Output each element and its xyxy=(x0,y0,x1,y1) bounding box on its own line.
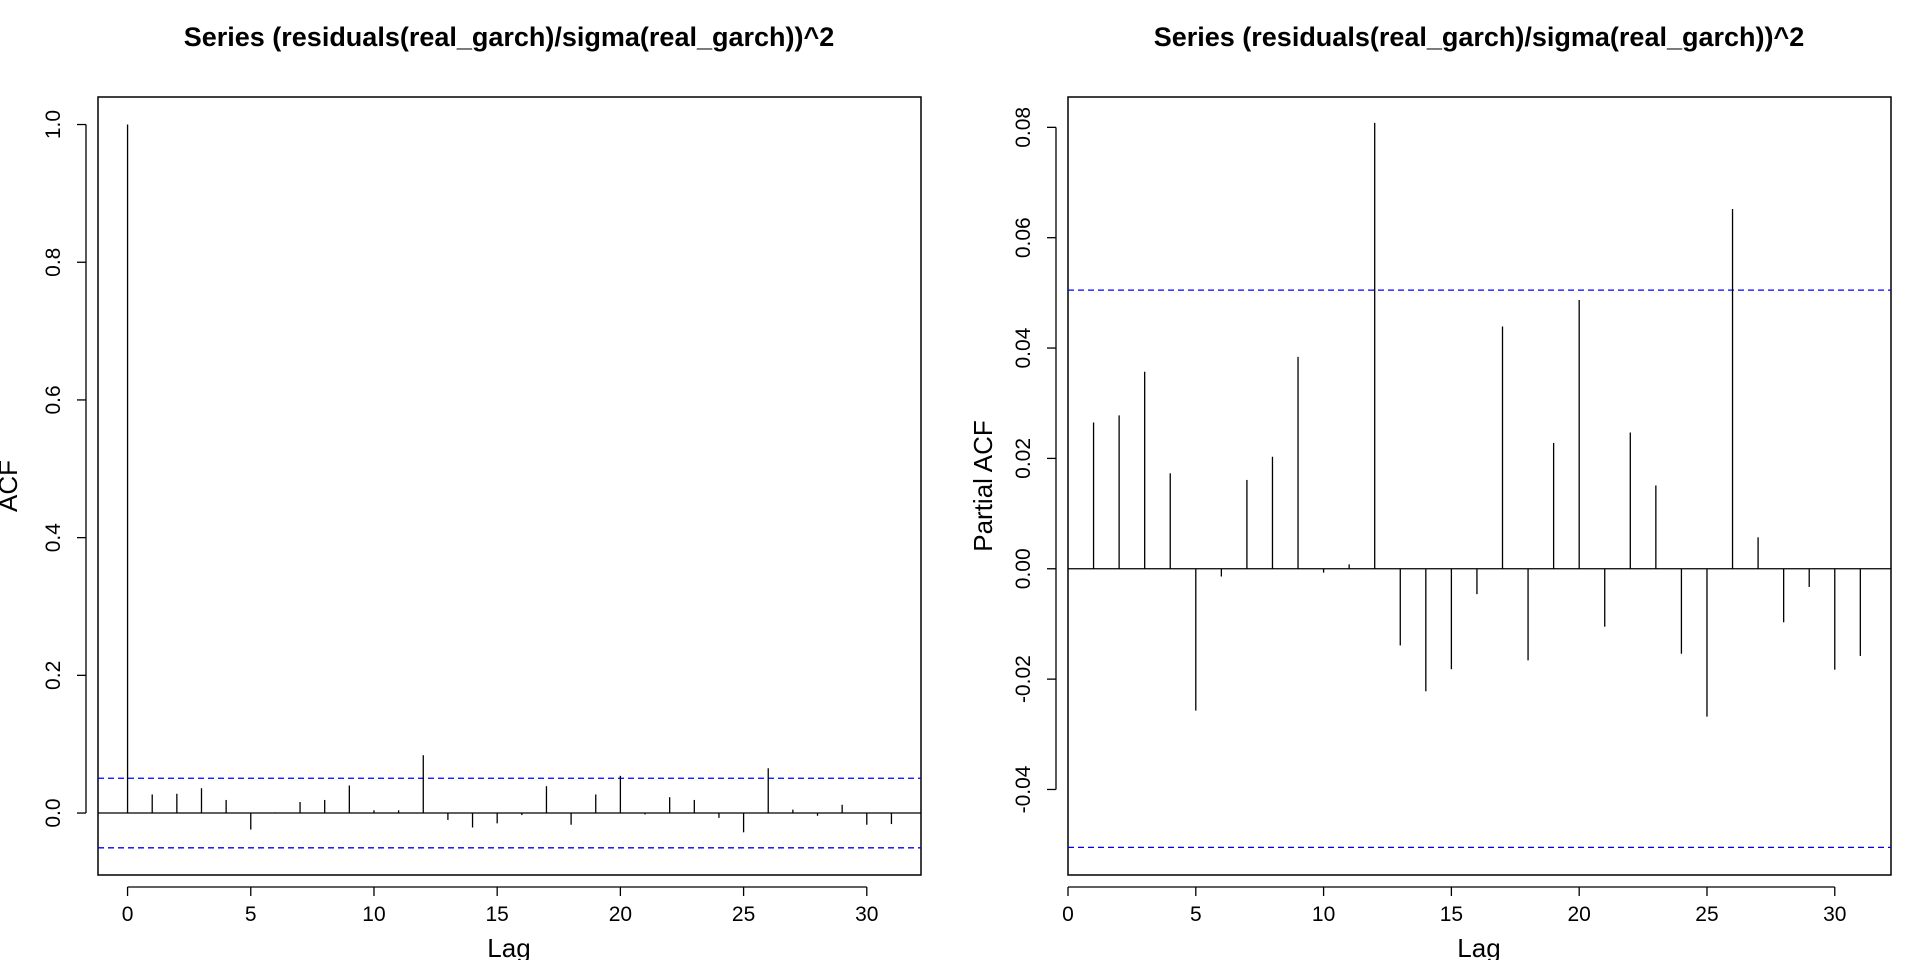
pacf-yticks-layer: -0.04 -0.02 0.00 0.02 0.04 0.06 0.08 xyxy=(1012,107,1057,813)
acf-y-tick-label: 0.6 xyxy=(42,385,65,414)
pacf-y-tick-label: 0.00 xyxy=(1012,548,1035,589)
pacf-y-axis-label: Partial ACF xyxy=(968,420,998,552)
acf-yticks-layer: 0.0 0.2 0.4 0.6 0.8 1.0 xyxy=(42,110,87,828)
acf-x-tick-label: 0 xyxy=(122,903,134,926)
acf-chart-title: Series (residuals(real_garch)/sigma(real… xyxy=(184,22,835,52)
acf-y-tick-label: 0.0 xyxy=(42,798,65,827)
acf-y-tick-label: 0.8 xyxy=(42,248,65,277)
pacf-x-tick-label: 20 xyxy=(1568,903,1591,926)
acf-panel: Series (residuals(real_garch)/sigma(real… xyxy=(0,22,922,960)
acf-x-axis-label: Lag xyxy=(487,933,530,960)
pacf-x-tick-label: 5 xyxy=(1190,903,1202,926)
pacf-y-tick-label: 0.08 xyxy=(1012,107,1035,148)
pacf-x-tick-label: 10 xyxy=(1312,903,1335,926)
pacf-x-tick-label: 15 xyxy=(1440,903,1463,926)
acf-y-tick-label: 0.4 xyxy=(42,523,65,553)
acf-x-tick-label: 30 xyxy=(855,903,878,926)
pacf-x-tick-label: 25 xyxy=(1695,903,1718,926)
acf-x-tick-label: 5 xyxy=(245,903,257,926)
acf-bars-layer xyxy=(98,124,921,849)
pacf-x-tick-label: 0 xyxy=(1062,903,1074,926)
pacf-y-tick-label: 0.04 xyxy=(1012,327,1035,368)
pacf-y-tick-label: -0.02 xyxy=(1012,655,1035,703)
acf-y-tick-label: 1.0 xyxy=(42,110,65,139)
acf-x-tick-label: 25 xyxy=(732,903,755,926)
pacf-x-tick-label: 30 xyxy=(1823,903,1846,926)
acf-xticks-layer: 0 5 10 15 20 25 30 xyxy=(122,886,878,926)
pacf-y-tick-label: -0.04 xyxy=(1012,765,1035,813)
acf-y-tick-label: 0.2 xyxy=(42,661,65,690)
pacf-panel: Series (residuals(real_garch)/sigma(real… xyxy=(968,22,1892,960)
acf-x-tick-label: 15 xyxy=(485,903,508,926)
pacf-plot-frame xyxy=(1067,96,1892,876)
acf-y-axis-label: ACF xyxy=(0,460,23,512)
acf-plot-frame xyxy=(97,96,922,876)
pacf-y-tick-label: 0.02 xyxy=(1012,438,1035,479)
pacf-bars-layer xyxy=(1068,122,1891,849)
pacf-x-axis-label: Lag xyxy=(1457,933,1500,960)
acf-x-tick-label: 10 xyxy=(362,903,385,926)
pacf-xticks-layer: 0 5 10 15 20 25 30 xyxy=(1062,886,1846,926)
pacf-chart-title: Series (residuals(real_garch)/sigma(real… xyxy=(1154,22,1805,52)
acf-x-tick-label: 20 xyxy=(609,903,632,926)
pacf-y-tick-label: 0.06 xyxy=(1012,217,1035,258)
